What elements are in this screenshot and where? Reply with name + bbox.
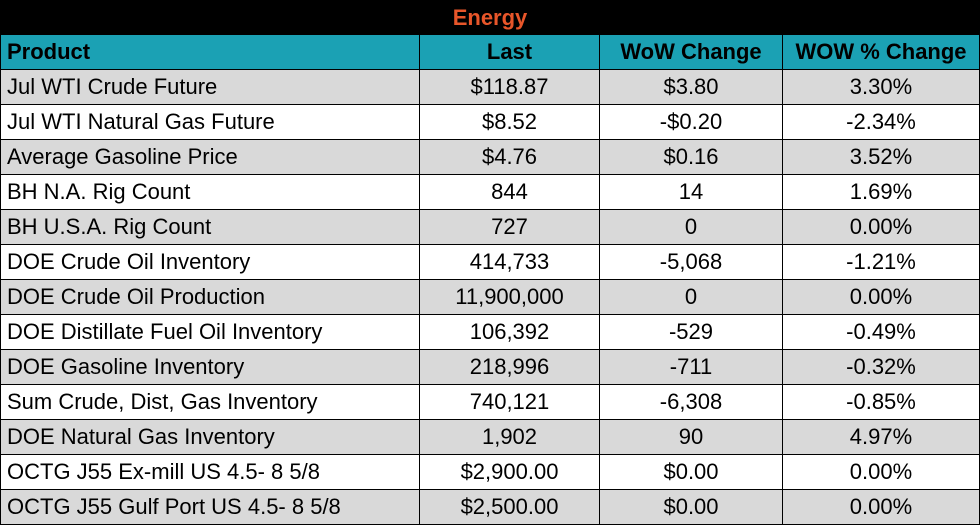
cell-wow-change: -529 bbox=[600, 315, 783, 350]
cell-last: $118.87 bbox=[420, 70, 600, 105]
cell-wow-change: -711 bbox=[600, 350, 783, 385]
cell-last: 218,996 bbox=[420, 350, 600, 385]
cell-product: BH U.S.A. Rig Count bbox=[0, 210, 420, 245]
cell-product: OCTG J55 Ex-mill US 4.5- 8 5/8 bbox=[0, 455, 420, 490]
cell-wow-pct-change: 4.97% bbox=[783, 420, 980, 455]
cell-wow-pct-change: 1.69% bbox=[783, 175, 980, 210]
cell-last: $8.52 bbox=[420, 105, 600, 140]
cell-product: BH N.A. Rig Count bbox=[0, 175, 420, 210]
cell-wow-change: $0.00 bbox=[600, 455, 783, 490]
table-row: DOE Crude Oil Production 11,900,000 0 0.00% bbox=[0, 280, 980, 315]
cell-wow-pct-change: 0.00% bbox=[783, 210, 980, 245]
cell-wow-change: 90 bbox=[600, 420, 783, 455]
cell-last: 1,902 bbox=[420, 420, 600, 455]
cell-product: Sum Crude, Dist, Gas Inventory bbox=[0, 385, 420, 420]
cell-wow-change: $3.80 bbox=[600, 70, 783, 105]
table-row: Jul WTI Crude Future $118.87 $3.80 3.30% bbox=[0, 70, 980, 105]
cell-wow-pct-change: 3.52% bbox=[783, 140, 980, 175]
cell-last: 844 bbox=[420, 175, 600, 210]
cell-wow-change: 0 bbox=[600, 280, 783, 315]
cell-wow-change: $0.16 bbox=[600, 140, 783, 175]
header-product: Product bbox=[0, 35, 420, 70]
header-wow-pct-change: WOW % Change bbox=[783, 35, 980, 70]
cell-last: 727 bbox=[420, 210, 600, 245]
cell-product: DOE Crude Oil Inventory bbox=[0, 245, 420, 280]
cell-product: Jul WTI Natural Gas Future bbox=[0, 105, 420, 140]
cell-wow-change: 0 bbox=[600, 210, 783, 245]
table-row: Sum Crude, Dist, Gas Inventory 740,121 -6,… bbox=[0, 385, 980, 420]
cell-product: DOE Natural Gas Inventory bbox=[0, 420, 420, 455]
cell-last: 106,392 bbox=[420, 315, 600, 350]
header-row: Product Last WoW Change WOW % Change bbox=[0, 35, 980, 70]
cell-product: DOE Gasoline Inventory bbox=[0, 350, 420, 385]
table-row: DOE Distillate Fuel Oil Inventory 106,392… bbox=[0, 315, 980, 350]
cell-product: Average Gasoline Price bbox=[0, 140, 420, 175]
header-wow-change: WoW Change bbox=[600, 35, 783, 70]
table-row: Average Gasoline Price $4.76 $0.16 3.52% bbox=[0, 140, 980, 175]
table-row: Jul WTI Natural Gas Future $8.52 -$0.20 -2.… bbox=[0, 105, 980, 140]
cell-wow-change: $0.00 bbox=[600, 490, 783, 525]
cell-wow-change: 14 bbox=[600, 175, 783, 210]
cell-wow-change: -$0.20 bbox=[600, 105, 783, 140]
cell-product: DOE Crude Oil Production bbox=[0, 280, 420, 315]
cell-last: 414,733 bbox=[420, 245, 600, 280]
table-row: DOE Crude Oil Inventory 414,733 -5,068 -1.2… bbox=[0, 245, 980, 280]
table-title: Energy bbox=[0, 0, 980, 35]
cell-wow-pct-change: 0.00% bbox=[783, 280, 980, 315]
table-row: BH U.S.A. Rig Count 727 0 0.00% bbox=[0, 210, 980, 245]
cell-wow-pct-change: -0.85% bbox=[783, 385, 980, 420]
cell-last: $4.76 bbox=[420, 140, 600, 175]
cell-product: Jul WTI Crude Future bbox=[0, 70, 420, 105]
cell-last: 740,121 bbox=[420, 385, 600, 420]
cell-wow-pct-change: 0.00% bbox=[783, 490, 980, 525]
table-row: OCTG J55 Gulf Port US 4.5- 8 5/8 $2,500.0… bbox=[0, 490, 980, 525]
cell-wow-change: -6,308 bbox=[600, 385, 783, 420]
table-body: Jul WTI Crude Future $118.87 $3.80 3.30% Jul… bbox=[0, 70, 980, 525]
cell-wow-pct-change: 0.00% bbox=[783, 455, 980, 490]
cell-last: $2,900.00 bbox=[420, 455, 600, 490]
cell-wow-pct-change: -0.49% bbox=[783, 315, 980, 350]
cell-wow-pct-change: -2.34% bbox=[783, 105, 980, 140]
table-row: OCTG J55 Ex-mill US 4.5- 8 5/8 $2,900.00 $… bbox=[0, 455, 980, 490]
table-row: DOE Gasoline Inventory 218,996 -711 -0.32% bbox=[0, 350, 980, 385]
cell-wow-pct-change: -1.21% bbox=[783, 245, 980, 280]
cell-product: OCTG J55 Gulf Port US 4.5- 8 5/8 bbox=[0, 490, 420, 525]
cell-last: 11,900,000 bbox=[420, 280, 600, 315]
table-row: DOE Natural Gas Inventory 1,902 90 4.97% bbox=[0, 420, 980, 455]
cell-product: DOE Distillate Fuel Oil Inventory bbox=[0, 315, 420, 350]
cell-wow-pct-change: 3.30% bbox=[783, 70, 980, 105]
cell-wow-change: -5,068 bbox=[600, 245, 783, 280]
table-row: BH N.A. Rig Count 844 14 1.69% bbox=[0, 175, 980, 210]
header-last: Last bbox=[420, 35, 600, 70]
cell-last: $2,500.00 bbox=[420, 490, 600, 525]
cell-wow-pct-change: -0.32% bbox=[783, 350, 980, 385]
